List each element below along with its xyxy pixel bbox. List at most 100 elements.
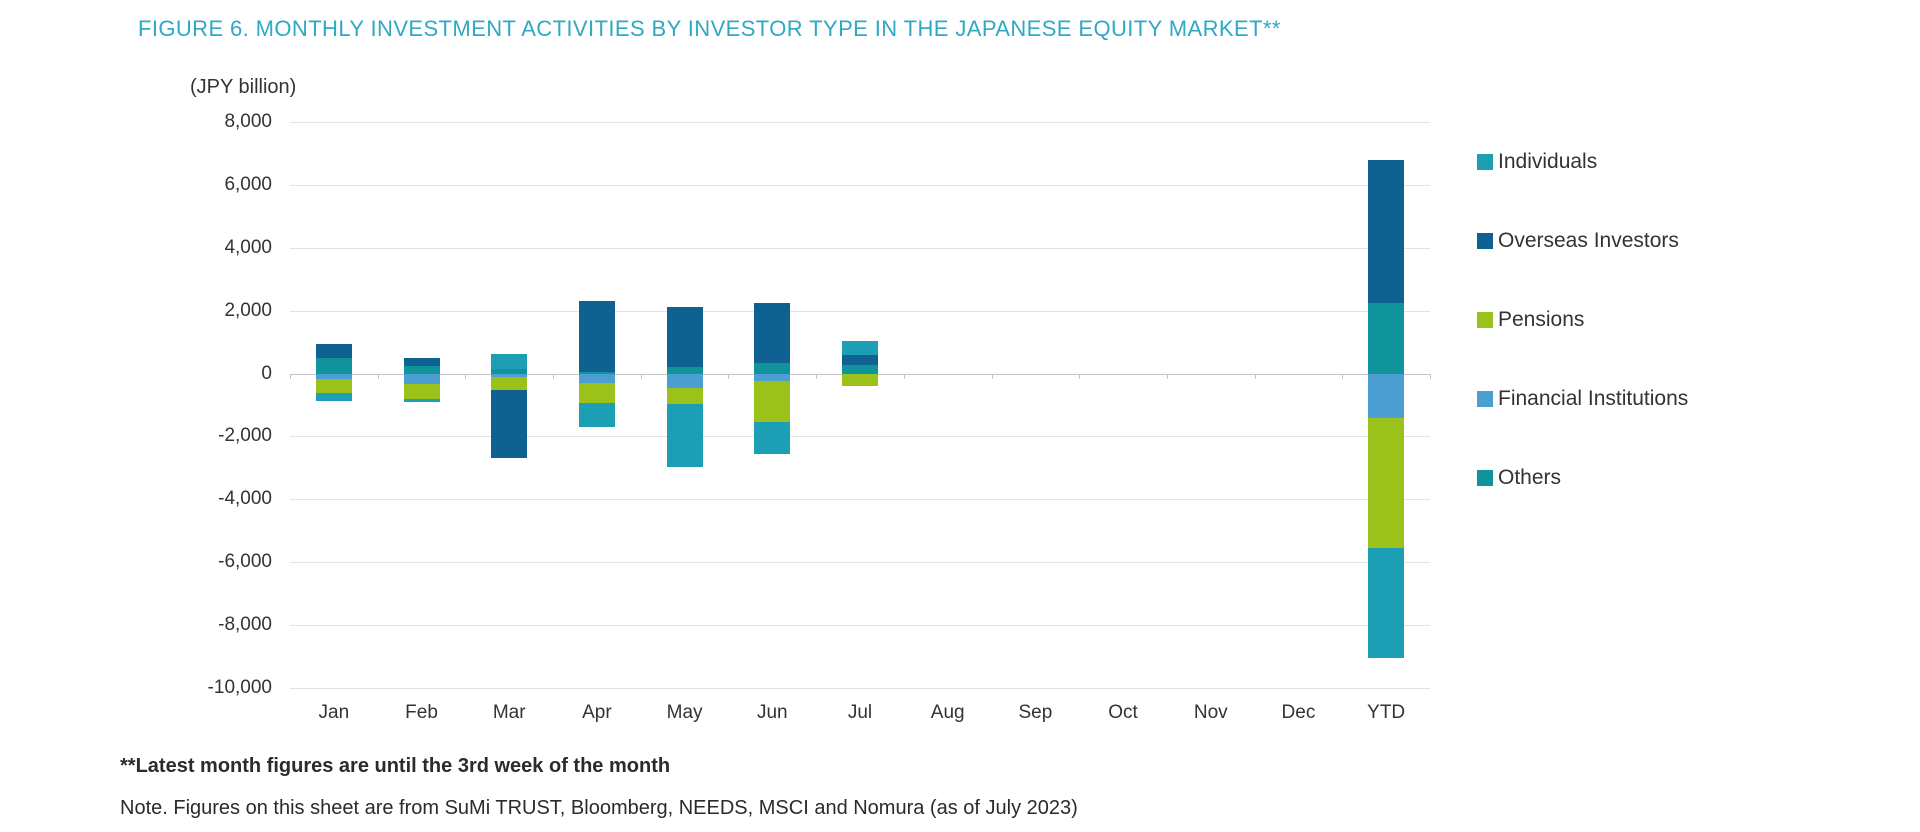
gridline [290, 247, 1430, 249]
y-axis-unit-label: (JPY billion) [190, 76, 297, 98]
bar-segment-individuals-jan [315, 393, 352, 401]
bar-segment-pensions-feb [403, 383, 440, 400]
legend-label: Overseas Investors [1498, 229, 1679, 252]
footnote-latest-month: **Latest month figures are until the 3rd… [120, 755, 671, 777]
zero-axis-tick [728, 373, 730, 379]
y-tick-label: -8,000 [218, 614, 272, 636]
footnote-source: Note. Figures on this sheet are from SuM… [120, 797, 1078, 819]
bar-segment-financial-institutions-mar [491, 373, 528, 377]
gridline [290, 625, 1430, 627]
y-tick-label: 8,000 [224, 111, 272, 132]
bar-segment-pensions-ytd [1368, 417, 1405, 549]
bar-segment-individuals-mar [491, 353, 528, 369]
bar-segment-others-jan [315, 357, 352, 374]
x-tick-label-mar: Mar [492, 702, 526, 723]
gridline [290, 310, 1430, 312]
zero-axis-tick [290, 373, 291, 379]
bar-segment-overseas-investors-jan [315, 343, 352, 358]
x-tick-label-nov: Nov [1193, 702, 1228, 723]
y-tick-label: 4,000 [224, 236, 272, 258]
bar-segment-overseas-investors-mar [491, 389, 528, 458]
bar-segment-pensions-apr [578, 382, 615, 404]
zero-axis-tick [465, 373, 467, 379]
zero-axis-tick [1430, 373, 1431, 379]
bar-segment-others-ytd [1368, 303, 1405, 374]
bar-segment-financial-institutions-may [666, 373, 703, 388]
legend-label: Financial Institutions [1498, 387, 1689, 410]
bar-segment-overseas-investors-feb [403, 357, 440, 366]
legend-item-financial-institutions: Financial Institutions [1477, 387, 1688, 411]
x-tick-label-feb: Feb [405, 702, 438, 723]
bar-segment-others-apr [578, 371, 615, 374]
zero-axis-tick [1254, 373, 1256, 379]
zero-axis-tick [1342, 373, 1344, 379]
y-tick-label: -6,000 [218, 551, 272, 573]
gridline [290, 122, 1430, 123]
legend-label: Pensions [1498, 308, 1585, 331]
bar-segment-individuals-apr [578, 403, 615, 427]
bar-segment-individuals-jul [842, 340, 878, 355]
legend-swatch-icon [1477, 470, 1493, 486]
x-tick-label-aug: Aug [930, 702, 965, 723]
gridline [290, 436, 1430, 438]
zero-axis-tick [377, 373, 379, 379]
bar-segment-financial-institutions-jun [754, 373, 791, 382]
bar-segment-financial-institutions-ytd [1368, 373, 1405, 418]
bar-segment-others-feb [403, 366, 440, 374]
bar-segment-overseas-investors-apr [578, 301, 615, 372]
zero-axis-tick [553, 373, 555, 379]
y-tick-label: -10,000 [207, 677, 272, 698]
legend-item-individuals: Individuals [1477, 150, 1597, 174]
bar-segment-individuals-jun [754, 421, 791, 455]
x-tick-label-jul: Jul [847, 702, 873, 723]
zero-axis-tick [640, 373, 642, 379]
x-tick-label-dec: Dec [1281, 702, 1316, 723]
bar-segment-pensions-jun [754, 381, 791, 422]
legend-swatch-icon [1477, 233, 1493, 249]
zero-axis-tick [816, 373, 818, 379]
gridline [290, 499, 1430, 501]
zero-axis-tick [1166, 373, 1168, 379]
bar-segment-overseas-investors-jun [754, 303, 791, 363]
bar-segment-overseas-investors-jul [842, 354, 878, 366]
legend-item-others: Others [1477, 466, 1561, 490]
gridline [290, 184, 1430, 186]
y-tick-label: -2,000 [218, 425, 272, 447]
zero-axis-tick [991, 373, 993, 379]
bar-segment-others-mar [491, 368, 528, 374]
x-tick-label-jun: Jun [756, 702, 788, 723]
legend-item-overseas-investors: Overseas Investors [1477, 229, 1679, 253]
bar-segment-overseas-investors-ytd [1368, 160, 1405, 304]
y-tick-label: 6,000 [224, 173, 272, 195]
bar-segment-individuals-may [666, 404, 703, 468]
y-tick-label: 0 [261, 362, 272, 384]
bar-segment-others-jun [754, 362, 791, 374]
bar-segment-pensions-jan [315, 379, 352, 394]
bar-segment-pensions-mar [491, 376, 528, 390]
x-tick-label-may: May [666, 702, 703, 723]
x-tick-label-ytd: YTD [1367, 702, 1406, 723]
legend-label: Individuals [1498, 150, 1598, 173]
bar-segment-others-may [666, 366, 703, 374]
x-tick-label-oct: Oct [1108, 702, 1138, 723]
bar-segment-others-jul [842, 365, 878, 374]
chart-title: FIGURE 6. MONTHLY INVESTMENT ACTIVITIES … [138, 16, 1281, 41]
legend-swatch-icon [1477, 154, 1493, 170]
y-tick-label: 2,000 [224, 299, 272, 321]
y-tick-label: -4,000 [218, 488, 272, 510]
legend-item-pensions: Pensions [1477, 308, 1584, 332]
zero-axis-tick [1079, 373, 1081, 379]
legend-label: Others [1498, 466, 1562, 489]
x-tick-label-jan: Jan [318, 702, 350, 723]
x-tick-label-sep: Sep [1018, 702, 1053, 723]
legend-swatch-icon [1477, 391, 1493, 407]
bar-segment-financial-institutions-apr [578, 373, 615, 383]
bar-segment-pensions-may [666, 388, 703, 405]
zero-axis-tick [903, 373, 905, 379]
bar-segment-financial-institutions-jan [315, 373, 352, 380]
gridline [290, 688, 1430, 689]
bar-segment-overseas-investors-may [666, 307, 703, 367]
bar-segment-individuals-ytd [1368, 548, 1405, 659]
